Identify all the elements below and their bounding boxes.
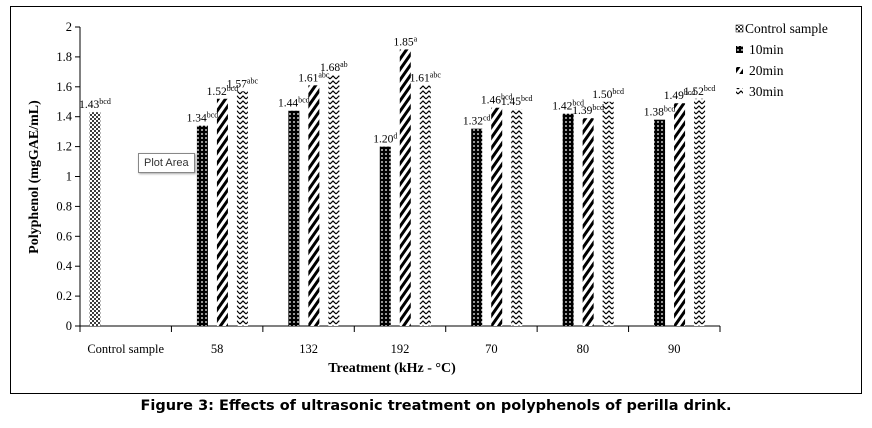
legend-label: 30min (749, 84, 784, 99)
y-tick-label: 1.8 (56, 50, 72, 64)
data-label: 1.44bcd (278, 96, 310, 110)
data-label: 1.46bcd (481, 93, 513, 107)
x-tick-label: 132 (299, 342, 318, 356)
data-label: 1.45bcd (501, 94, 533, 108)
x-tick-label: 70 (485, 342, 498, 356)
data-label: 1.52bcd (207, 84, 239, 98)
x-tick-label: 58 (211, 342, 224, 356)
bar (308, 85, 320, 327)
data-label: 1.50bcd (592, 87, 624, 101)
bar (511, 109, 523, 326)
bar (196, 125, 208, 326)
bar (562, 113, 574, 327)
bar (419, 85, 431, 327)
y-tick-label: 0 (66, 319, 72, 333)
bar (471, 128, 483, 326)
bar (288, 110, 300, 326)
plot-area-tooltip: Plot Area (138, 153, 195, 173)
data-labels: 1.43bcd1.34bcd1.52bcd1.57abc1.44bcd1.61a… (79, 34, 715, 145)
data-label: 1.38bcd (644, 105, 676, 119)
legend-swatch (736, 67, 743, 74)
bar (582, 118, 594, 326)
bar (89, 112, 101, 326)
y-tick-label: 0.4 (56, 259, 72, 273)
legend-label: 10min (749, 42, 784, 57)
y-tick-label: 1.6 (56, 80, 72, 94)
bar (399, 49, 411, 327)
data-label: 1.61abc (298, 70, 330, 84)
y-tick-label: 1.4 (56, 110, 72, 124)
data-label: 1.85a (393, 34, 417, 48)
y-tick-label: 2 (66, 20, 72, 34)
data-label: 1.61abc (410, 70, 442, 84)
x-tick-label: 80 (577, 342, 590, 356)
x-tick-label: Control sample (87, 342, 164, 356)
bar (328, 74, 340, 326)
y-tick-label: 0.8 (56, 199, 72, 213)
legend-swatch (736, 88, 743, 95)
legend-label: 20min (749, 63, 784, 78)
data-label: 1.49bcd (664, 88, 696, 102)
chart: 0 0.2 0.4 0.6 0.8 1 1.2 1.4 1.6 1.8 2 Control sampl… (27, 20, 828, 376)
legend-label: Control sample (745, 21, 828, 36)
data-label: 1.34bcd (187, 111, 219, 125)
data-label: 1.20d (373, 132, 397, 146)
data-label: 1.52bcd (684, 84, 716, 98)
bar (216, 98, 228, 326)
bar (694, 98, 706, 326)
bars (89, 49, 706, 327)
legend-swatch (736, 46, 743, 53)
bar (236, 91, 248, 326)
axes: 0 0.2 0.4 0.6 0.8 1 1.2 1.4 1.6 1.8 2 Control sampl… (56, 20, 721, 356)
x-axis-title: Treatment (kHz - °C) (328, 361, 456, 376)
data-label: 1.32cd (463, 114, 491, 128)
bar (379, 146, 391, 326)
bar (602, 101, 614, 326)
data-label: 1.39bcd (572, 103, 604, 117)
data-label: 1.68ab (320, 60, 348, 74)
data-label: 1.42bcd (552, 99, 584, 113)
bar (674, 103, 686, 327)
y-tick-label: 1 (66, 170, 72, 184)
y-axis-title: Polyphenol (mgGAE/mL) (27, 100, 42, 254)
x-tick-label: 90 (668, 342, 681, 356)
data-label: 1.57abc (227, 76, 259, 90)
bar (654, 119, 666, 326)
legend-swatch (735, 24, 744, 33)
y-tick-label: 1.2 (56, 140, 72, 154)
y-tick-label: 0.6 (56, 229, 72, 243)
bar (491, 107, 503, 326)
y-tick-label: 0.2 (56, 289, 72, 303)
chart-frame (10, 6, 862, 394)
legend: Control sample 10min 20min 30min (735, 21, 828, 99)
x-tick-label: 192 (391, 342, 410, 356)
figure-caption: Figure 3: Effects of ultrasonic treatmen… (140, 398, 732, 414)
data-label: 1.43bcd (79, 97, 111, 111)
